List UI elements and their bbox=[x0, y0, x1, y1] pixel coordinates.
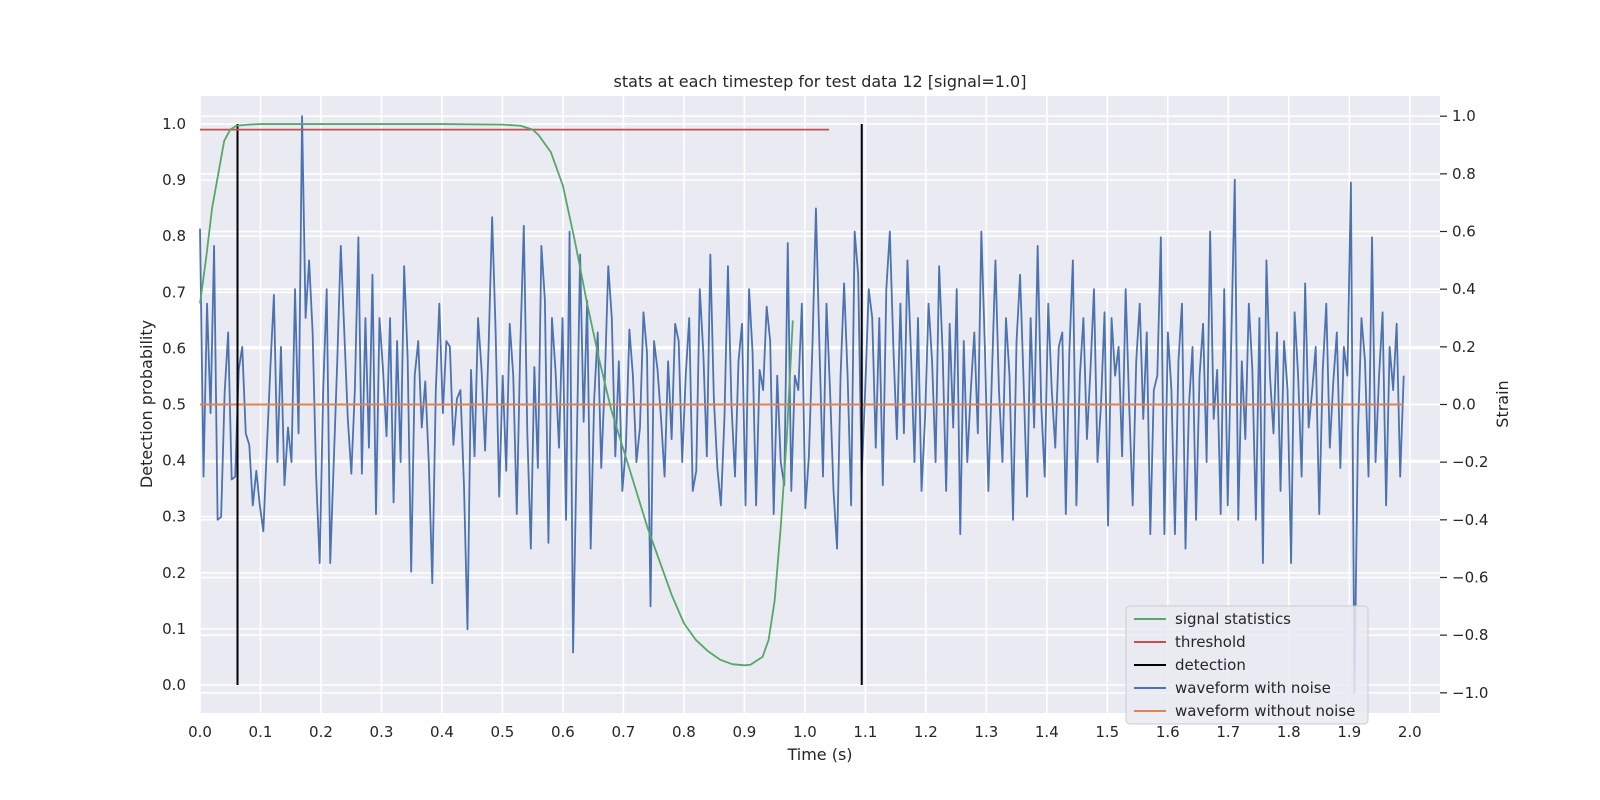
x-tick-label: 0.3 bbox=[370, 723, 394, 741]
y-right-tick-label: −0.2 bbox=[1452, 453, 1488, 471]
legend-label: detection bbox=[1175, 656, 1246, 674]
y-left-tick-label: 0.5 bbox=[162, 396, 186, 414]
y-left-tick-label: 0.8 bbox=[162, 227, 186, 245]
y-left-tick-label: 0.9 bbox=[162, 171, 186, 189]
legend-label: waveform with noise bbox=[1175, 679, 1331, 697]
y-left-axis-label: Detection probability bbox=[137, 320, 156, 488]
y-right-tick-label: 0.8 bbox=[1452, 165, 1476, 183]
legend-label: signal statistics bbox=[1175, 610, 1291, 628]
x-tick-label: 1.7 bbox=[1216, 723, 1240, 741]
y-left-tick-label: 0.1 bbox=[162, 620, 186, 638]
x-tick-label: 2.0 bbox=[1398, 723, 1422, 741]
y-right-tick-label: 0.6 bbox=[1452, 223, 1476, 241]
y-left-tick-label: 0.7 bbox=[162, 283, 186, 301]
y-left-tick-label: 0.3 bbox=[162, 508, 186, 526]
y-left-tick-label: 0.0 bbox=[162, 676, 186, 694]
y-right-tick-label: −1.0 bbox=[1452, 684, 1488, 702]
x-tick-label: 1.3 bbox=[974, 723, 998, 741]
x-tick-label: 0.9 bbox=[732, 723, 756, 741]
y-right-tick-label: 0.4 bbox=[1452, 280, 1476, 298]
y-right-tick-label: −0.8 bbox=[1452, 626, 1488, 644]
x-tick-label: 1.1 bbox=[853, 723, 877, 741]
x-tick-label: 1.4 bbox=[1035, 723, 1059, 741]
y-right-axis-label: Strain bbox=[1493, 380, 1512, 427]
x-tick-label: 0.1 bbox=[249, 723, 273, 741]
y-right-tick-label: −0.4 bbox=[1452, 511, 1488, 529]
waveform-with-noise-line bbox=[199, 115, 1405, 694]
x-tick-label: 1.6 bbox=[1156, 723, 1180, 741]
y-right-tick-label: −0.6 bbox=[1452, 568, 1488, 586]
legend-label: threshold bbox=[1175, 633, 1246, 651]
y-left-axis-ticks: 0.0 0.1 0.2 0.3 0.4 0.5 0.6 0.7 0.8 0.9 1.0 bbox=[162, 115, 186, 694]
x-tick-label: 1.2 bbox=[914, 723, 938, 741]
signal-statistics-line bbox=[199, 123, 794, 667]
x-tick-label: 0.0 bbox=[188, 723, 212, 741]
y-left-tick-label: 0.6 bbox=[162, 339, 186, 357]
legend-box bbox=[1125, 605, 1369, 725]
series-layer bbox=[199, 115, 1405, 694]
legend: signal statistics threshold detection wavef… bbox=[1125, 605, 1369, 725]
x-tick-label: 1.9 bbox=[1337, 723, 1361, 741]
y-left-tick-label: 0.2 bbox=[162, 564, 186, 582]
x-axis-label: Time (s) bbox=[786, 745, 852, 764]
x-tick-label: 1.0 bbox=[793, 723, 817, 741]
x-axis-ticks: 0.0 0.1 0.2 0.3 0.4 0.5 0.6 0.7 0.8 0.9 1.0 1.1 1.2 1… bbox=[188, 723, 1422, 741]
x-tick-label: 0.4 bbox=[430, 723, 454, 741]
x-tick-label: 1.8 bbox=[1277, 723, 1301, 741]
y-right-tick-label: 1.0 bbox=[1452, 107, 1476, 125]
legend-label: waveform without noise bbox=[1175, 702, 1355, 720]
y-right-tick-label: 0.2 bbox=[1452, 338, 1476, 356]
x-tick-label: 1.5 bbox=[1095, 723, 1119, 741]
x-tick-label: 0.6 bbox=[551, 723, 575, 741]
y-right-tick-label: 0.0 bbox=[1452, 396, 1476, 414]
y-right-axis-ticks: −1.0 −0.8 −0.6 −0.4 −0.2 0.0 0.2 0.4 0.6 0.8 1.0 bbox=[1440, 107, 1488, 702]
x-tick-label: 0.5 bbox=[491, 723, 515, 741]
y-left-tick-label: 1.0 bbox=[162, 115, 186, 133]
y-left-tick-label: 0.4 bbox=[162, 452, 186, 470]
x-tick-label: 0.2 bbox=[309, 723, 333, 741]
chart-title: stats at each timestep for test data 12 … bbox=[614, 72, 1027, 91]
x-tick-label: 0.7 bbox=[611, 723, 635, 741]
x-tick-label: 0.8 bbox=[672, 723, 696, 741]
